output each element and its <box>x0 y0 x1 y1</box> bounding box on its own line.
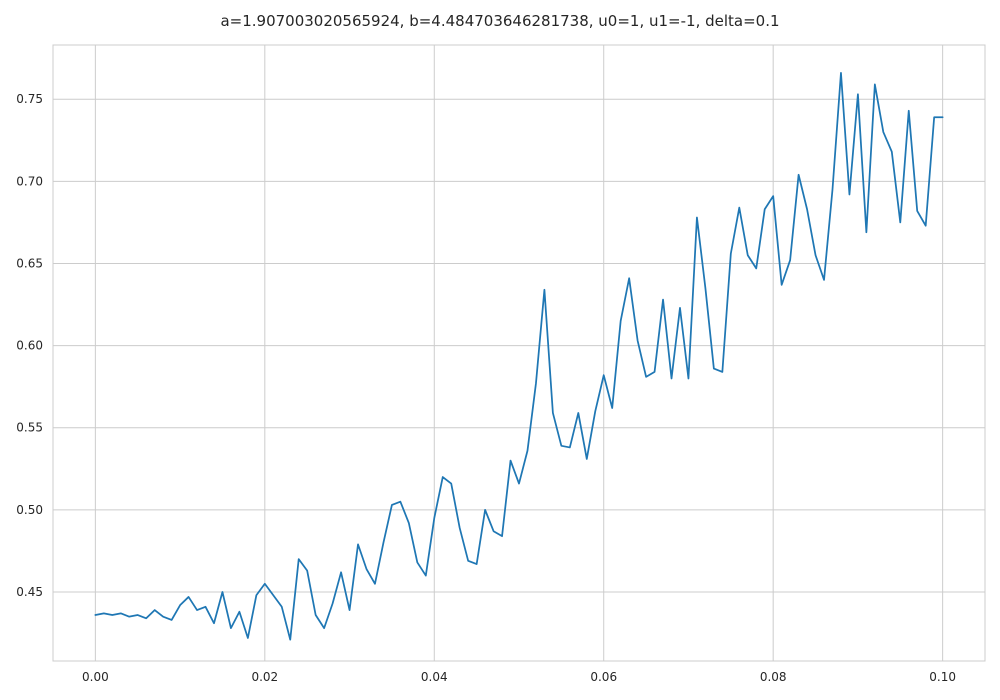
series-line-0 <box>94 72 944 641</box>
x-tick-label: 0.02 <box>251 670 278 684</box>
y-tick-label: 0.65 <box>16 256 43 270</box>
x-tick-label: 0.06 <box>590 670 617 684</box>
series-group <box>94 72 944 641</box>
y-tick-label: 0.50 <box>16 503 43 517</box>
x-gridlines <box>94 45 944 661</box>
y-gridlines <box>53 98 985 593</box>
y-tick-label: 0.45 <box>16 585 43 599</box>
y-tick-label: 0.55 <box>16 421 43 435</box>
x-tick-label: 0.00 <box>82 670 109 684</box>
y-tick-label: 0.70 <box>16 174 43 188</box>
x-axis: 0.00 0.02 0.04 0.06 0.08 0.10 <box>82 670 956 684</box>
y-tick-label: 0.75 <box>16 92 43 106</box>
y-axis: 0.45 0.50 0.55 0.60 0.65 0.70 0.75 <box>16 92 43 599</box>
y-tick-label: 0.60 <box>16 339 43 353</box>
x-tick-label: 0.04 <box>421 670 448 684</box>
plot-area <box>52 44 986 662</box>
x-tick-label: 0.08 <box>760 670 787 684</box>
x-tick-label: 0.10 <box>929 670 956 684</box>
chart-title: a=1.907003020565924, b=4.484703646281738… <box>220 12 779 30</box>
